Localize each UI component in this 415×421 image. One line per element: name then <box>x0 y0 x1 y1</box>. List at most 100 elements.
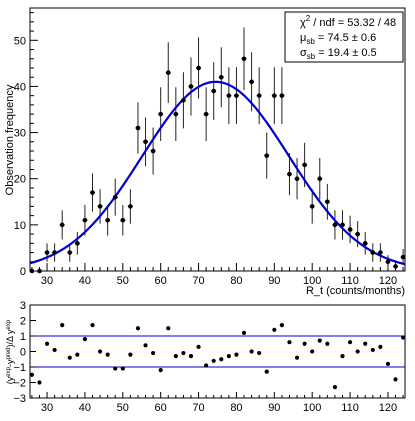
top-x-tick-label: 100 <box>303 275 321 287</box>
data-point <box>173 111 179 117</box>
top-x-tick-label: 50 <box>117 275 129 287</box>
residual-point <box>355 349 360 354</box>
data-point <box>355 231 360 237</box>
top-x-tick-label: 110 <box>341 275 359 287</box>
data-point <box>82 217 88 223</box>
legend-sigma: σsb = 19.4 ± 0.5 <box>300 47 377 61</box>
bottom-y-ticks: −3 −2 −1 0 1 2 3 <box>13 300 36 405</box>
legend-mu-symbol: μ <box>300 32 306 44</box>
residual-point <box>294 355 300 360</box>
data-point <box>218 74 224 80</box>
residual-points <box>29 323 406 390</box>
residual-point <box>196 344 201 349</box>
residual-point <box>226 354 231 359</box>
legend-chi2-exponent: 2 <box>306 14 311 23</box>
data-point <box>385 259 391 265</box>
legend-box: χ2 / ndf = 53.32 / 48 μsb = 74.5 ± 0.6 σ… <box>284 11 404 63</box>
residual-point <box>370 347 375 353</box>
bottom-y-tick-label: −1 <box>13 362 26 374</box>
residual-point <box>401 335 406 340</box>
top-x-tick-label: 60 <box>155 275 167 287</box>
data-point <box>234 93 239 98</box>
data-point <box>29 268 35 274</box>
residual-point <box>393 377 398 382</box>
bottom-plot-frame <box>29 304 406 399</box>
residual-point <box>211 358 216 363</box>
top-x-axis-title: R_t (counts/months) <box>306 285 405 297</box>
data-point <box>332 222 338 228</box>
top-x-tick-label: 40 <box>79 275 91 287</box>
residual-reference-lines <box>30 335 405 368</box>
data-point <box>264 153 270 158</box>
residual-point <box>325 341 330 346</box>
data-point <box>135 125 141 131</box>
top-y-tick-label: 30 <box>14 128 26 140</box>
residual-point <box>29 372 34 377</box>
data-point <box>400 254 406 260</box>
legend-chi2: χ2 / ndf = 53.32 / 48 <box>300 14 396 29</box>
ylabel-slash: / <box>5 342 15 345</box>
residual-point <box>347 340 353 345</box>
residual-point <box>128 352 133 357</box>
top-x-tick-label: 90 <box>268 275 280 287</box>
data-point <box>294 176 300 182</box>
residual-point <box>363 341 368 346</box>
top-x-tick-label: 120 <box>379 275 397 287</box>
residual-point <box>166 326 171 331</box>
residual-point <box>105 352 110 357</box>
data-point <box>196 65 201 71</box>
bottom-x-tick-label: 70 <box>192 402 204 414</box>
data-point <box>241 56 247 62</box>
bottom-x-tick-label: 100 <box>303 402 321 414</box>
data-point <box>52 250 57 255</box>
top-plot-frame <box>29 7 406 272</box>
residual-point <box>158 368 163 373</box>
data-point <box>272 93 277 98</box>
residual-point <box>317 338 322 343</box>
ylabel-open: (y <box>5 376 15 384</box>
residual-point <box>97 349 103 354</box>
gaussian-fit-curve <box>29 80 406 266</box>
ylabel-delta: Δ y <box>5 329 15 342</box>
data-point <box>105 217 110 223</box>
ylabel-exp1: exp <box>6 366 12 376</box>
residual-point <box>378 344 383 349</box>
legend-chi2-value: / ndf = 53.32 / 48 <box>310 17 396 29</box>
residual-point <box>204 363 209 368</box>
residual-point <box>340 354 345 359</box>
bottom-x-tick-label: 120 <box>379 402 397 414</box>
residual-point <box>257 350 262 356</box>
legend-frame <box>284 11 404 63</box>
residual-point <box>188 354 194 359</box>
data-point <box>287 171 292 177</box>
data-point <box>279 93 285 98</box>
residual-point <box>302 341 307 346</box>
data-point <box>203 111 209 117</box>
residual-point <box>181 350 186 356</box>
bottom-x-tick-label: 110 <box>341 402 359 414</box>
data-point <box>362 241 368 246</box>
top-x-axis-title-text: R_t (counts/months) <box>306 285 405 297</box>
residual-point <box>67 355 72 360</box>
top-y-tick-label: 50 <box>14 35 26 47</box>
bottom-y-tick-label: −2 <box>13 378 26 390</box>
residual-point <box>52 347 57 353</box>
fit-panel: 30 40 50 60 70 80 90 100 110 120 0 10 20 30 40 50 Obse… <box>4 7 406 297</box>
top-y-tick-label: 10 <box>14 220 26 232</box>
data-point <box>128 204 133 209</box>
data-point <box>226 93 232 98</box>
legend-sigma-subscript: sb <box>307 52 316 61</box>
residual-point <box>75 352 80 357</box>
top-y-tick-label: 40 <box>14 81 26 93</box>
residual-point <box>310 349 315 354</box>
legend-chi2-symbol: χ <box>300 17 306 29</box>
data-point <box>158 111 163 117</box>
residual-point <box>151 350 156 356</box>
data-point <box>181 97 186 103</box>
top-data-points <box>29 56 406 274</box>
bottom-y-tick-label: 0 <box>20 347 26 359</box>
data-point <box>347 227 353 232</box>
residual-point <box>120 366 125 371</box>
top-y-tick-label: 0 <box>20 266 26 278</box>
